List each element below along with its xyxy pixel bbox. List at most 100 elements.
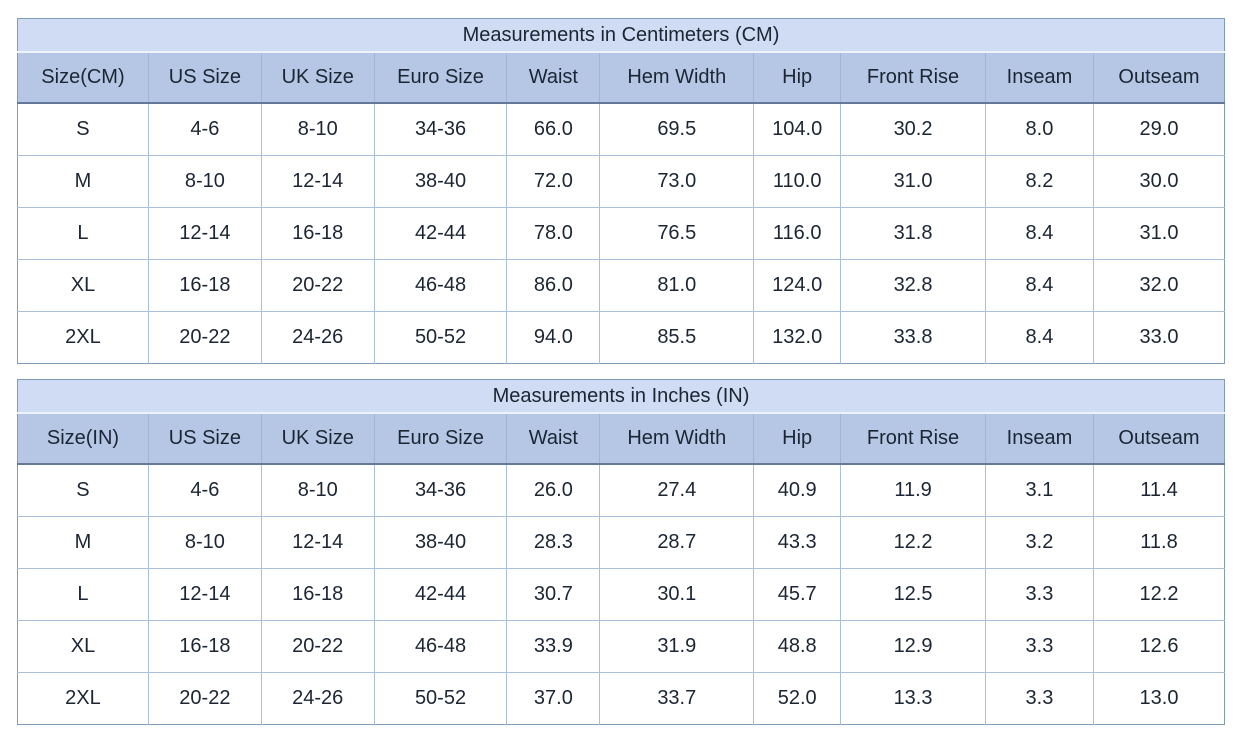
value-cell: 12.6 [1092,620,1225,673]
value-cell: 13.3 [840,672,986,725]
value-cell: 46-48 [373,620,507,673]
size-cell: L [17,207,149,260]
value-cell: 78.0 [506,207,600,260]
value-cell: 38-40 [373,155,507,208]
value-cell: 66.0 [506,103,600,156]
value-cell: 3.3 [984,672,1094,725]
value-cell: 31.0 [1092,207,1225,260]
value-cell: 24-26 [260,672,375,725]
value-cell: 28.7 [599,516,754,569]
value-cell: 104.0 [753,103,841,156]
value-cell: 48.8 [753,620,841,673]
value-cell: 34-36 [373,103,507,156]
value-cell: 20-22 [147,672,262,725]
value-cell: 50-52 [373,672,507,725]
value-cell: 11.4 [1092,464,1225,517]
value-cell: 40.9 [753,464,841,517]
value-cell: 33.0 [1092,311,1225,364]
value-cell: 86.0 [506,259,600,312]
in-table-section: Measurements in Inches (IN) Size(IN) US S… [17,379,1225,725]
value-cell: 32.8 [840,259,986,312]
value-cell: 3.3 [984,620,1094,673]
column-header: Hip [753,413,841,465]
column-header: Euro Size [373,52,507,104]
value-cell: 30.7 [506,568,600,621]
size-cell: M [17,155,149,208]
cm-title-row: Measurements in Centimeters (CM) [17,18,1225,53]
value-cell: 28.3 [506,516,600,569]
value-cell: 3.1 [984,464,1094,517]
value-cell: 46-48 [373,259,507,312]
column-header: Waist [506,52,600,104]
value-cell: 12-14 [260,516,375,569]
value-cell: 8.2 [984,155,1094,208]
in-table-title: Measurements in Inches (IN) [17,379,1225,414]
value-cell: 31.0 [840,155,986,208]
value-cell: 31.8 [840,207,986,260]
column-header: UK Size [260,52,375,104]
column-header: Hem Width [599,413,754,465]
table-row: XL 16-18 20-22 46-48 86.0 81.0 124.0 32.8 8.4 32.… [17,259,1225,312]
column-header: Size(CM) [17,52,149,104]
value-cell: 32.0 [1092,259,1225,312]
value-cell: 132.0 [753,311,841,364]
value-cell: 11.9 [840,464,986,517]
in-size-table: Measurements in Inches (IN) Size(IN) US S… [17,379,1225,725]
value-cell: 42-44 [373,568,507,621]
value-cell: 12.2 [840,516,986,569]
value-cell: 12-14 [147,207,262,260]
value-cell: 50-52 [373,311,507,364]
table-row: 2XL 20-22 24-26 50-52 94.0 85.5 132.0 33.8 8.4 33… [17,311,1225,364]
size-cell: 2XL [17,311,149,364]
value-cell: 37.0 [506,672,600,725]
value-cell: 30.0 [1092,155,1225,208]
column-header: Euro Size [373,413,507,465]
value-cell: 30.1 [599,568,754,621]
value-cell: 8.4 [984,311,1094,364]
value-cell: 94.0 [506,311,600,364]
value-cell: 8.4 [984,207,1094,260]
table-row: 2XL 20-22 24-26 50-52 37.0 33.7 52.0 13.3 3.3 13.… [17,672,1225,725]
value-cell: 38-40 [373,516,507,569]
value-cell: 12-14 [260,155,375,208]
value-cell: 110.0 [753,155,841,208]
value-cell: 34-36 [373,464,507,517]
value-cell: 73.0 [599,155,754,208]
value-cell: 16-18 [260,568,375,621]
value-cell: 8-10 [260,103,375,156]
in-table-body: S 4-6 8-10 34-36 26.0 27.4 40.9 11.9 3.1 11.4 M 8-1… [17,464,1225,725]
column-header: Outseam [1092,52,1225,104]
value-cell: 72.0 [506,155,600,208]
table-row: L 12-14 16-18 42-44 30.7 30.1 45.7 12.5 3.3 12.2 [17,568,1225,621]
in-column-header-row: Size(IN) US Size UK Size Euro Size Waist Hem … [17,413,1225,465]
value-cell: 12.2 [1092,568,1225,621]
value-cell: 11.8 [1092,516,1225,569]
value-cell: 13.0 [1092,672,1225,725]
column-header: Hem Width [599,52,754,104]
size-cell: S [17,103,149,156]
value-cell: 3.2 [984,516,1094,569]
column-header: US Size [147,413,262,465]
column-header: Waist [506,413,600,465]
value-cell: 45.7 [753,568,841,621]
size-cell: XL [17,620,149,673]
table-row: S 4-6 8-10 34-36 26.0 27.4 40.9 11.9 3.1 11.4 [17,464,1225,517]
column-header: Front Rise [840,52,986,104]
value-cell: 4-6 [147,464,262,517]
value-cell: 4-6 [147,103,262,156]
cm-column-header-row: Size(CM) US Size UK Size Euro Size Waist Hem … [17,52,1225,104]
value-cell: 69.5 [599,103,754,156]
cm-table-section: Measurements in Centimeters (CM) Size(CM… [17,18,1225,364]
value-cell: 8-10 [147,516,262,569]
value-cell: 8.4 [984,259,1094,312]
table-row: M 8-10 12-14 38-40 72.0 73.0 110.0 31.0 8.2 30.0 [17,155,1225,208]
value-cell: 12.5 [840,568,986,621]
table-row: XL 16-18 20-22 46-48 33.9 31.9 48.8 12.9 3.3 12.6 [17,620,1225,673]
value-cell: 33.8 [840,311,986,364]
cm-table-body: S 4-6 8-10 34-36 66.0 69.5 104.0 30.2 8.0 29.0 M 8-… [17,103,1225,364]
column-header: Outseam [1092,413,1225,465]
value-cell: 20-22 [147,311,262,364]
column-header: Front Rise [840,413,986,465]
cm-size-table: Measurements in Centimeters (CM) Size(CM… [17,18,1225,364]
